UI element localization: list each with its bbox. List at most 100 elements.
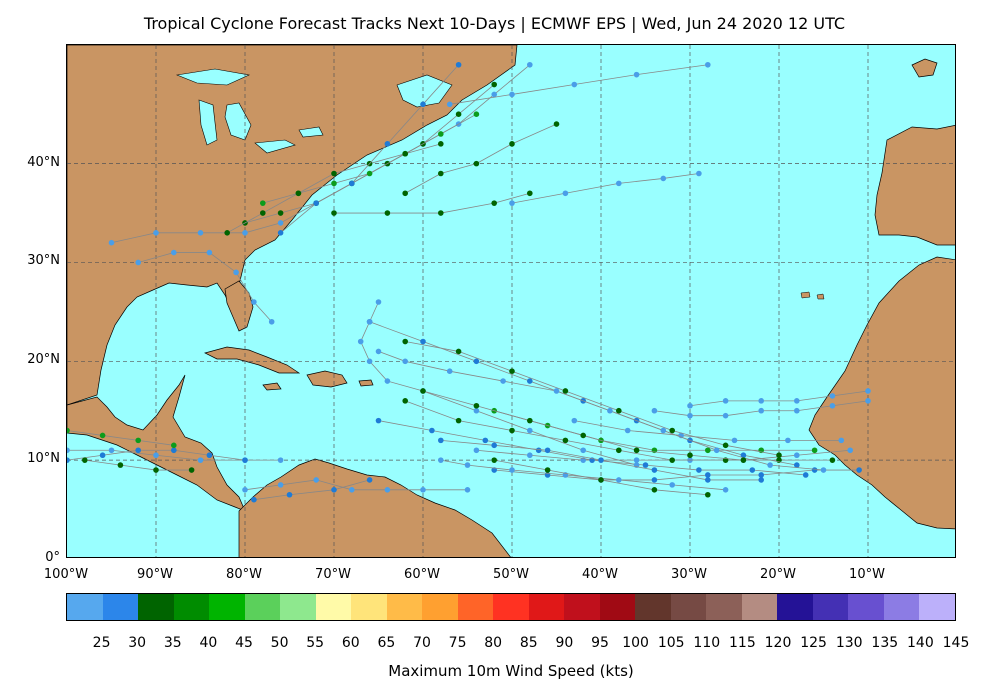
track-point [651,477,658,483]
cyclone-track [687,388,871,409]
colorbar-tick-label: 35 [163,635,182,651]
track-point [331,170,337,177]
track-point [669,482,675,488]
colorbar-tick-label: 30 [128,635,147,651]
track-point [473,111,480,117]
track-line [405,123,557,194]
longitude-label: 100°W [43,567,89,582]
track-point [767,462,773,468]
track-line [280,64,459,234]
colorbar-segment [138,594,174,620]
track-point [268,318,275,325]
colorbar-tick-label: 95 [591,635,609,651]
track-point [366,170,373,177]
track-point [473,447,480,454]
cyclone-track [277,61,462,236]
track-point [277,482,284,488]
track-point [197,230,204,236]
track-line [689,390,869,407]
cyclone-track [402,398,836,463]
track-point [527,417,533,424]
track-point [67,457,70,463]
track-point [651,407,658,414]
track-point [660,427,667,434]
track-point [491,91,498,98]
track-point [856,467,862,473]
cyclone-track [375,417,809,478]
track-line [360,301,637,466]
track-point [829,402,836,409]
track-line [84,459,192,471]
track-point [687,452,693,459]
track-point [794,452,800,459]
colorbar-tick-label: 40 [199,635,218,651]
colorbar-tick-label: 110 [693,635,721,651]
track-point [366,318,373,325]
colorbar-segment [422,594,458,620]
landmass-canaries [800,291,825,300]
track-point [705,61,711,68]
track-point [651,467,658,473]
landmass-europe [874,125,955,246]
track-point [206,249,213,256]
track-point [642,462,649,468]
track-point [527,190,533,197]
track-point [482,437,489,444]
track-point [847,447,853,454]
track-point [331,210,337,216]
track-point [562,190,569,197]
landmass-puerto-rico [358,379,374,387]
latitude-label: 30°N [27,253,60,269]
track-point [811,447,818,454]
track-point [535,447,542,454]
colorbar-segment [812,594,849,620]
track-point [705,477,711,483]
track-line [138,252,272,323]
track-point [402,358,409,365]
track-point [758,472,764,478]
track-point [571,417,578,424]
track-point [438,170,444,177]
track-point [696,467,702,473]
track-point [171,447,177,454]
longitude-label: 60°W [404,567,440,582]
track-point [509,141,515,147]
track-point [731,437,738,444]
colorbar-tick-label: 60 [341,635,360,651]
track-point [794,398,800,404]
track-point [491,81,498,88]
track-line [574,420,842,441]
map-title: Tropical Cyclone Forecast Tracks Next 10… [143,14,846,33]
track-point [438,210,444,216]
track-line [494,410,815,451]
track-point [865,398,871,404]
colorbar-tick-label: 65 [377,635,396,651]
longitude-label: 10°W [849,567,885,582]
cyclone-track [420,388,747,463]
track-point [705,472,711,478]
track-point [696,170,702,177]
latitude-label: 10°N [27,451,60,467]
track-point [509,91,515,98]
track-point [722,442,729,449]
track-point [580,447,586,454]
map-canvas [67,45,955,557]
colorbar-tick-label: 45 [235,635,253,651]
cyclone-track [402,338,782,459]
track-point [260,210,266,216]
track-point [633,457,640,463]
track-point [188,467,195,473]
track-point [99,452,106,459]
track-point [455,348,462,355]
track-point [349,180,355,187]
colorbar-segment [67,594,103,620]
track-line [253,479,370,501]
track-point [553,388,560,394]
latitude-label: 40°N [27,154,60,170]
cyclone-track [491,407,818,454]
track-point [197,457,204,463]
colorbar-segment [528,594,565,620]
track-point [384,487,391,493]
track-point [616,447,622,454]
track-point [242,230,248,236]
